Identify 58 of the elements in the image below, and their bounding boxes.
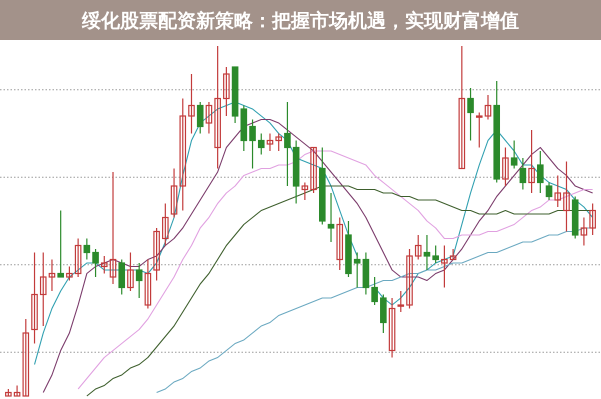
candlestick	[144, 258, 152, 310]
candlestick	[354, 252, 360, 288]
candlestick	[74, 238, 82, 278]
candlestick	[546, 182, 552, 201]
candlestick	[554, 174, 562, 208]
candlestick	[484, 94, 492, 120]
candlestick	[441, 244, 448, 288]
candlestick	[127, 252, 134, 292]
candlestick	[397, 290, 404, 313]
candlestick	[14, 384, 20, 397]
candlestick	[502, 146, 509, 187]
candlestick	[589, 202, 596, 236]
candlestick	[563, 160, 570, 232]
candlestick	[388, 297, 396, 358]
candlestick	[40, 252, 47, 327]
candlestick	[100, 255, 108, 274]
candlestick	[467, 87, 474, 142]
candlestick	[266, 132, 274, 152]
candlestick	[284, 101, 291, 187]
candlestick	[432, 244, 439, 264]
candlestick	[31, 252, 38, 344]
candlestick	[84, 238, 90, 260]
chart-title: 绥化股票配资新策略：把握市场机遇，实现财富增值	[81, 10, 519, 32]
candlestick	[206, 101, 212, 134]
candlestick	[520, 157, 526, 190]
candlestick	[57, 210, 64, 278]
candlestick	[110, 171, 116, 285]
candlestick	[153, 227, 160, 282]
candlestick	[223, 66, 230, 117]
candlestick	[48, 258, 56, 292]
candlestick	[188, 73, 195, 134]
candlestick	[170, 168, 178, 218]
candlestick	[414, 234, 422, 260]
candlestick	[92, 248, 99, 278]
candlestick	[476, 112, 483, 148]
candlestick	[302, 182, 308, 201]
candlestick	[275, 132, 282, 152]
candlestick	[310, 146, 317, 194]
candlestick	[336, 216, 344, 271]
candlestick	[179, 98, 186, 212]
candlestick	[196, 101, 204, 134]
candlestick	[162, 202, 169, 246]
candlestick	[510, 140, 518, 170]
candlestick	[249, 118, 256, 170]
candlestick	[214, 45, 221, 170]
candlestick	[424, 234, 430, 271]
candlestick	[258, 132, 265, 156]
candlestick	[328, 192, 334, 243]
candlestick	[580, 216, 588, 246]
candlestick	[22, 318, 30, 397]
candlestick	[136, 262, 142, 299]
candlestick	[406, 248, 413, 310]
candlestick	[528, 129, 535, 194]
candlestick	[66, 266, 73, 282]
candlestick	[458, 45, 466, 170]
candlestick	[371, 276, 378, 306]
candlestick	[537, 150, 544, 194]
candlestick	[450, 248, 456, 260]
